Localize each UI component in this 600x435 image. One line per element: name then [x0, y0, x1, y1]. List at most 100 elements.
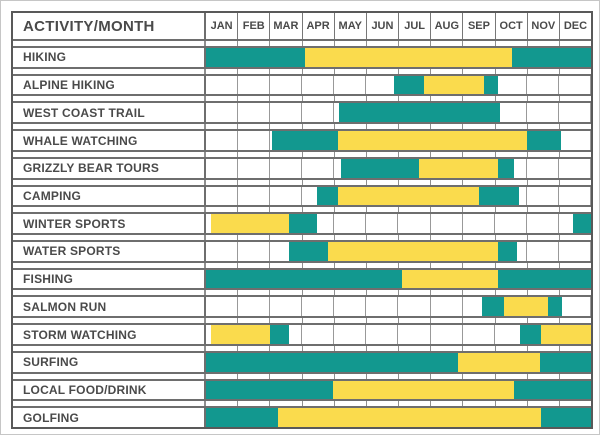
spacer-month-grid — [206, 345, 591, 351]
spacer-grid-cell — [206, 207, 239, 213]
spacer-label-gap — [13, 235, 206, 241]
activity-row-storm-watching: STORM WATCHING — [13, 323, 591, 346]
month-header-aug: AUG — [431, 13, 464, 39]
season-segment — [520, 325, 542, 344]
season-segment — [206, 380, 333, 400]
row-spacer — [13, 318, 591, 324]
spacer-grid-cell — [303, 262, 335, 268]
month-cell — [238, 242, 271, 261]
month-cell — [270, 75, 303, 95]
month-header-feb: FEB — [238, 13, 271, 39]
spacer-grid-cell — [496, 96, 528, 102]
season-segment — [271, 131, 338, 150]
spacer-grid-cell — [399, 262, 432, 268]
spacer-grid-cell — [238, 151, 271, 157]
spacer-label-gap — [13, 124, 206, 130]
spacer-grid-cell — [399, 151, 432, 157]
month-cell — [495, 242, 527, 261]
spacer-grid-cell — [496, 318, 528, 324]
month-cell — [206, 242, 239, 261]
spacer-grid-cell — [206, 96, 239, 102]
activity-label: GOLFING — [13, 408, 206, 428]
spacer-grid-cell — [528, 373, 560, 379]
spacer-grid-cell — [367, 207, 400, 213]
spacer-grid-cell — [238, 68, 271, 74]
activity-row-salmon-run: SALMON RUN — [13, 295, 591, 319]
activity-label: CAMPING — [13, 186, 206, 206]
spacer-grid-cell — [367, 235, 400, 241]
spacer-grid-cell — [399, 318, 432, 324]
spacer-grid-cell — [238, 318, 271, 324]
month-header-apr: APR — [303, 13, 335, 39]
activity-label: SURFING — [13, 352, 206, 372]
spacer-grid-cell — [528, 179, 560, 185]
spacer-grid-cell — [303, 41, 335, 46]
spacer-grid-cell — [399, 290, 432, 296]
spacer-grid-cell — [399, 124, 432, 130]
spacer-grid-cell — [496, 207, 528, 213]
spacer-grid-cell — [206, 262, 239, 268]
month-cell — [527, 242, 559, 261]
season-segment — [541, 408, 591, 428]
month-cell — [495, 75, 527, 95]
spacer-label-gap — [13, 318, 206, 324]
activity-label: HIKING — [13, 48, 206, 67]
spacer-grid-cell — [496, 151, 528, 157]
spacer-grid-cell — [367, 318, 400, 324]
peak-season-segment — [337, 131, 527, 150]
month-track — [206, 75, 591, 95]
spacer-grid-cell — [206, 124, 239, 130]
month-track — [206, 103, 591, 123]
row-spacer — [13, 41, 591, 46]
activity-row-hiking: HIKING — [13, 46, 591, 69]
season-segment — [526, 131, 561, 150]
spacer-grid-cell — [335, 96, 367, 102]
spacer-grid-cell — [431, 262, 464, 268]
month-track — [206, 325, 591, 344]
row-spacer — [13, 207, 591, 213]
spacer-grid-cell — [399, 207, 432, 213]
month-cell — [398, 214, 431, 234]
spacer-grid-cell — [335, 207, 367, 213]
spacer-grid-cell — [431, 345, 464, 351]
month-cell — [270, 186, 303, 206]
spacer-grid-cell — [335, 124, 367, 130]
spacer-grid-cell — [431, 124, 464, 130]
month-cell — [431, 297, 463, 317]
row-spacer — [13, 179, 591, 185]
month-cell — [495, 158, 527, 178]
spacer-grid-cell — [463, 207, 496, 213]
spacer-label-gap — [13, 96, 206, 102]
spacer-grid-cell — [463, 373, 496, 379]
season-segment — [289, 214, 317, 234]
spacer-grid-cell — [206, 41, 239, 46]
row-spacer — [13, 68, 591, 74]
spacer-grid-cell — [335, 373, 367, 379]
spacer-grid-cell — [303, 207, 335, 213]
spacer-month-grid — [206, 401, 591, 407]
spacer-grid-cell — [528, 262, 560, 268]
spacer-grid-cell — [496, 179, 528, 185]
activity-row-whale-watching: WHALE WATCHING — [13, 129, 591, 152]
month-cell — [431, 325, 463, 344]
row-spacer — [13, 345, 591, 351]
month-cell — [270, 158, 303, 178]
season-segment — [289, 242, 328, 261]
spacer-label-gap — [13, 290, 206, 296]
spacer-grid-cell — [270, 207, 303, 213]
month-cell — [302, 158, 335, 178]
month-cell — [334, 297, 367, 317]
season-segment — [539, 352, 591, 372]
spacer-grid-cell — [528, 318, 560, 324]
month-cell — [431, 214, 463, 234]
month-cell — [559, 75, 591, 95]
spacer-grid-cell — [303, 179, 335, 185]
spacer-grid-cell — [528, 41, 560, 46]
spacer-grid-cell — [335, 262, 367, 268]
spacer-grid-cell — [206, 68, 239, 74]
season-segment — [497, 158, 514, 178]
spacer-month-grid — [206, 41, 591, 46]
month-header-nov: NOV — [528, 13, 560, 39]
month-track — [206, 48, 591, 67]
spacer-month-grid — [206, 179, 591, 185]
